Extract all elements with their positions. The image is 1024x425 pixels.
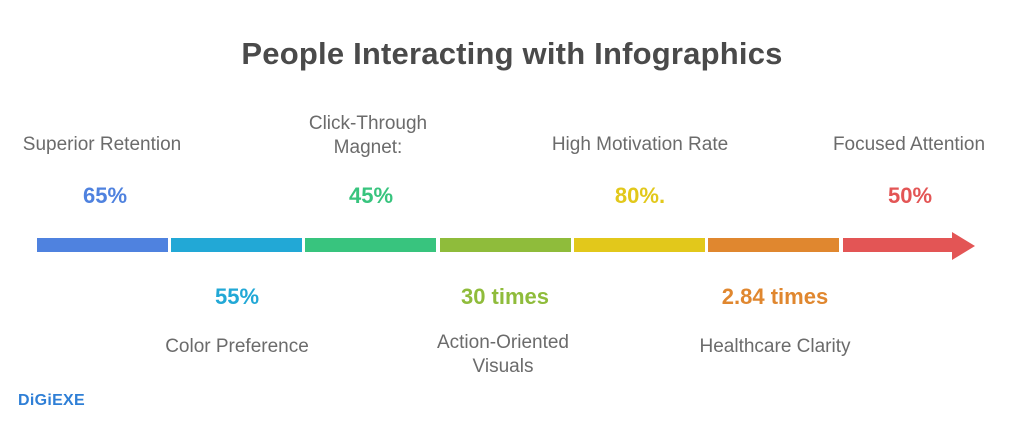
item-label-color-preference: Color Preference [165,336,309,357]
item-value-focused-attention: 50% [887,183,933,208]
item-label-healthcare-clarity: Healthcare Clarity [699,336,851,357]
label-line: Action-Oriented [436,332,569,353]
arrow-right-icon [952,232,975,260]
timeline-segment-3 [305,238,436,252]
timeline-segment-7 [843,238,953,252]
label-line: Magnet: [333,137,403,158]
item-value-action-oriented-visuals: 30 times [460,284,550,309]
item-label-click-through-magnet: Click-Through Magnet: [268,112,468,160]
item-value-high-motivation-rate: 80%. [614,183,666,208]
item-value-click-through-magnet: 45% [348,183,394,208]
item-label-focused-attention: Focused Attention [832,134,986,155]
item-value-color-preference: 55% [214,284,260,309]
timeline-segment-5 [574,238,705,252]
label-line: Click-Through [308,113,428,134]
item-label-high-motivation-rate: High Motivation Rate [551,134,729,155]
timeline-segment-4 [440,238,571,252]
item-label-action-oriented-visuals: Action-Oriented Visuals [403,331,603,379]
page-title: People Interacting with Infographics [241,36,783,71]
brand-logo: DiGiEXE [18,392,86,409]
item-value-superior-retention: 65% [82,183,128,208]
item-value-healthcare-clarity: 2.84 times [721,284,829,309]
timeline-segment-1 [37,238,168,252]
label-line: Visuals [472,356,534,377]
item-label-superior-retention: Superior Retention [22,134,182,155]
timeline-segment-2 [171,238,302,252]
timeline-segment-6 [708,238,839,252]
